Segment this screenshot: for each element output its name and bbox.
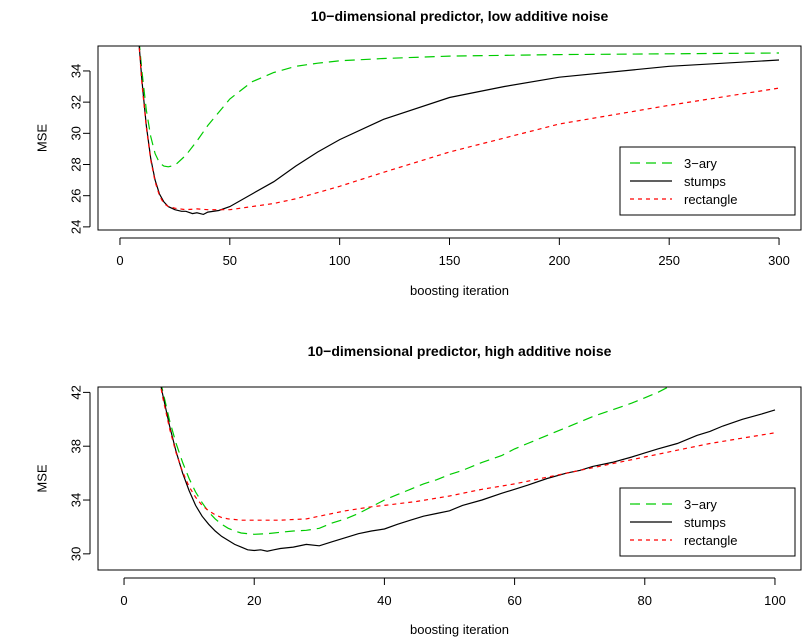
chart-panel-1: 10−dimensional predictor, low additive n… [35, 8, 802, 298]
x-tick-label: 250 [658, 253, 680, 268]
y-axis-label: MSE [35, 124, 50, 153]
x-tick-label: 80 [638, 593, 652, 608]
x-tick-label: 200 [548, 253, 570, 268]
series-line-rectangle [160, 387, 776, 521]
y-tick-label: 24 [69, 220, 84, 234]
y-tick-label: 28 [69, 157, 84, 171]
x-tick-label: 100 [329, 253, 351, 268]
y-axis: 24 26 28 30 32 34 [69, 64, 91, 234]
y-axis-label: MSE [35, 464, 50, 493]
series-line-stumps [138, 46, 780, 216]
legend-label: rectangle [684, 192, 737, 207]
series-line-rectangle [138, 46, 780, 211]
x-tick-label: 0 [120, 593, 127, 608]
legend: 3−ary stumps rectangle [619, 146, 796, 216]
x-tick-label: 40 [377, 593, 391, 608]
series-line-3ary [138, 46, 780, 168]
x-axis: 0 20 40 60 80 100 [120, 577, 786, 608]
x-tick-label: 0 [116, 253, 123, 268]
y-tick-label: 34 [69, 64, 84, 78]
x-axis-label: boosting iteration [410, 622, 509, 637]
x-axis-label: boosting iteration [410, 283, 509, 298]
y-tick-label: 38 [69, 439, 84, 453]
legend-label: 3−ary [684, 497, 717, 512]
chart-panel-2: 10−dimensional predictor, high additive … [35, 343, 802, 637]
series-line-3ary [161, 387, 670, 535]
x-tick-label: 50 [223, 253, 237, 268]
x-tick-label: 20 [247, 593, 261, 608]
legend-label: 3−ary [684, 156, 717, 171]
chart-title: 10−dimensional predictor, high additive … [308, 343, 612, 359]
x-tick-label: 60 [507, 593, 521, 608]
x-tick-label: 300 [768, 253, 790, 268]
x-tick-label: 100 [764, 593, 786, 608]
legend-label: stumps [684, 174, 726, 189]
chart-title: 10−dimensional predictor, low additive n… [311, 8, 609, 24]
x-tick-label: 150 [439, 253, 461, 268]
series-group [138, 46, 780, 216]
y-tick-label: 30 [69, 126, 84, 140]
y-tick-label: 26 [69, 188, 84, 202]
plot-frame [97, 386, 802, 571]
legend: 3−ary stumps rectangle [619, 487, 796, 557]
legend-label: rectangle [684, 533, 737, 548]
series-line-stumps [160, 387, 776, 552]
y-tick-label: 32 [69, 95, 84, 109]
x-axis: 0 50 100 150 200 250 300 [116, 237, 790, 268]
y-tick-label: 30 [69, 547, 84, 561]
plot-frame [97, 45, 802, 231]
y-axis: 30 34 38 42 [69, 385, 91, 561]
y-tick-label: 42 [69, 385, 84, 399]
legend-label: stumps [684, 515, 726, 530]
series-group [160, 387, 776, 552]
y-tick-label: 34 [69, 493, 84, 507]
